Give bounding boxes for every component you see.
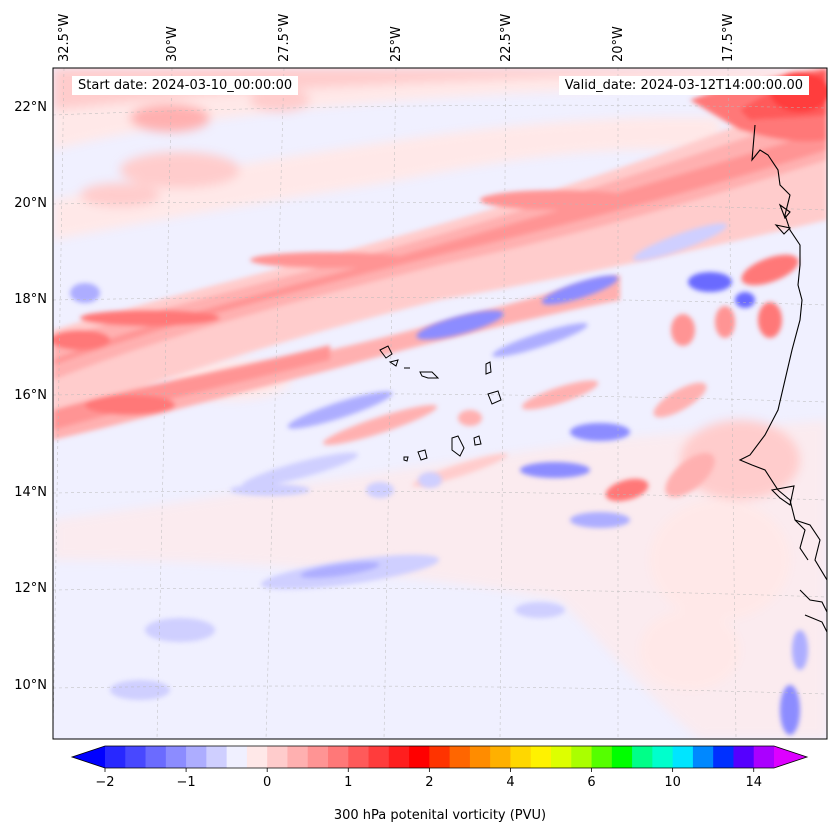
lon-label: 27.5°W: [277, 14, 292, 62]
lat-label: 12°N: [14, 581, 47, 596]
colorbar-cell: [490, 746, 512, 768]
map-frame: [52, 67, 828, 740]
colorbar-tick-label: 1: [344, 775, 352, 790]
colorbar-cell: [206, 746, 228, 768]
lat-label: 20°N: [14, 196, 47, 211]
colorbar-cell: [713, 746, 735, 768]
lon-label: 30°W: [165, 26, 180, 62]
colorbar-cell: [571, 746, 593, 768]
colorbar-cell: [632, 746, 653, 768]
colorbar-cell: [105, 746, 126, 768]
colorbar-cell: [165, 746, 187, 768]
lat-label: 14°N: [14, 485, 47, 500]
colorbar-cell: [449, 746, 471, 768]
valid-date-label: Valid_date: 2024-03-12T14:00:00.00: [558, 76, 809, 95]
colorbar-cell: [368, 746, 390, 768]
colorbar-cell: [145, 746, 167, 768]
colorbar-cell: [753, 746, 775, 768]
lat-label: 22°N: [14, 100, 47, 115]
colorbar-cell: [510, 746, 532, 768]
colorbar-cell: [267, 746, 289, 768]
colorbar-title: 300 hPa potenital vorticity (PVU): [333, 808, 547, 823]
colorbar-cell: [388, 746, 410, 768]
colorbar-cell: [348, 746, 370, 768]
colorbar-cell: [125, 746, 147, 768]
lat-label: 18°N: [14, 292, 47, 307]
pv-field: [53, 68, 827, 739]
colorbar-cell: [692, 746, 714, 768]
colorbar-cells: [105, 746, 775, 768]
colorbar-ticks: −2 −1 0 1 2 4 6 10 14: [95, 768, 762, 790]
colorbar-cell: [652, 746, 674, 768]
colorbar-high-extend-arrow: [774, 746, 807, 768]
colorbar-cell: [328, 746, 349, 768]
colorbar-cell: [246, 746, 268, 768]
colorbar-cell: [429, 746, 451, 768]
colorbar-tick-label: 4: [506, 775, 514, 790]
colorbar-cell: [226, 746, 248, 768]
lon-label: 17.5°W: [721, 14, 736, 62]
colorbar-tick-label: 6: [587, 775, 595, 790]
colorbar-cell: [733, 746, 755, 768]
colorbar-tick-label: 14: [745, 775, 762, 790]
lon-label: 20°W: [611, 26, 626, 62]
colorbar-cell: [591, 746, 613, 768]
colorbar: −2 −1 0 1 2 4 6 10 14: [70, 745, 809, 790]
lon-label: 32.5°W: [57, 14, 72, 62]
colorbar-cell: [672, 746, 694, 768]
start-date-label: Start date: 2024-03-10_00:00:00: [72, 76, 299, 95]
pv-jet-band: [53, 68, 827, 440]
colorbar-cell: [287, 746, 309, 768]
colorbar-tick-label: 0: [263, 775, 271, 790]
colorbar-cell: [611, 746, 633, 768]
colorbar-cell: [186, 746, 207, 768]
lon-label: 22.5°W: [499, 14, 514, 62]
colorbar-cell: [530, 746, 552, 768]
graticule: [53, 68, 827, 739]
pv-negative-cells: [70, 223, 808, 735]
lon-label: 25°W: [389, 26, 404, 62]
colorbar-tick-label: −2: [95, 775, 114, 790]
latitude-labels: 22°N 20°N 18°N 16°N 14°N 12°N 10°N: [14, 100, 47, 693]
cape-verde-islands: [379, 345, 502, 462]
colorbar-tick-label: 10: [664, 775, 681, 790]
longitude-labels: 32.5°W 30°W 27.5°W 25°W 22.5°W 20°W 17.5…: [57, 14, 736, 62]
colorbar-cell: [307, 746, 329, 768]
coastline: [738, 124, 827, 633]
colorbar-cell: [469, 746, 491, 768]
lat-label: 16°N: [14, 388, 47, 403]
colorbar-tick-label: −1: [177, 775, 196, 790]
colorbar-low-extend-arrow: [72, 746, 105, 768]
lat-label: 10°N: [14, 678, 47, 693]
colorbar-cell: [551, 746, 572, 768]
colorbar-tick-label: 2: [425, 775, 433, 790]
colorbar-cell: [409, 746, 430, 768]
